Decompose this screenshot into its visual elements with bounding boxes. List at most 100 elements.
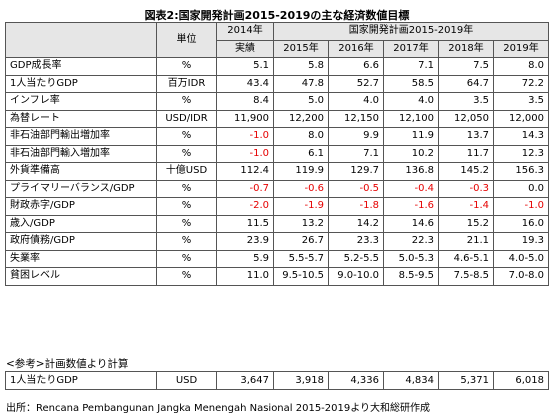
row-unit: % — [156, 249, 217, 268]
value-cell: 119.9 — [273, 162, 329, 181]
value-cell: 11.5 — [216, 214, 274, 233]
value-cell: 3,918 — [273, 371, 329, 390]
row-label: インフレ率 — [5, 92, 157, 111]
value-cell: 43.4 — [216, 74, 274, 93]
value-cell: 12.3 — [493, 144, 549, 163]
value-cell: -0.7 — [216, 179, 274, 198]
table-row: 歳入/GDP% 11.5 13.2 14.2 14.6 15.2 16.0 — [5, 214, 549, 233]
year-header: 2017年 — [383, 39, 439, 58]
value-cell: 4,834 — [383, 371, 439, 390]
value-cell: 4.0 — [328, 92, 384, 111]
value-cell: -1.6 — [383, 197, 439, 216]
value-cell: 9.5-10.5 — [273, 267, 329, 286]
table-row: 貧困レベル% 11.0 9.5-10.5 9.0-10.0 8.5-9.5 7.5-8.5… — [5, 267, 549, 286]
table-row: 非石油部門輸出増加率% -1.0 8.0 9.9 11.9 13.7 14.3 — [5, 127, 549, 146]
value-cell: -1.0 — [493, 197, 549, 216]
value-cell: -1.8 — [328, 197, 384, 216]
value-cell: 52.7 — [328, 74, 384, 93]
value-cell: 5.5-5.7 — [273, 249, 329, 268]
value-cell: 23.3 — [328, 232, 384, 251]
value-cell: 12,150 — [328, 109, 384, 128]
row-unit: % — [156, 92, 217, 111]
value-cell: 13.2 — [273, 214, 329, 233]
value-cell: 15.2 — [438, 214, 494, 233]
value-cell: 0.0 — [493, 179, 549, 198]
value-cell: 6,018 — [493, 371, 549, 390]
year-header: 2018年 — [438, 39, 494, 58]
value-cell: 3,647 — [216, 371, 274, 390]
row-unit: % — [156, 179, 217, 198]
value-cell: 11.7 — [438, 144, 494, 163]
year-header: 2019年 — [493, 39, 549, 58]
value-cell: -1.0 — [216, 144, 274, 163]
source-note: 出所：Rencana Pembangunan Jangka Menengah N… — [6, 403, 431, 414]
row-label: 非石油部門輸出増加率 — [5, 127, 157, 146]
value-cell: 16.0 — [493, 214, 549, 233]
value-cell: 7.5-8.5 — [438, 267, 494, 286]
row-unit: % — [156, 57, 217, 76]
row-unit: % — [156, 127, 217, 146]
value-cell: 3.5 — [493, 92, 549, 111]
value-cell: 5.2-5.5 — [328, 249, 384, 268]
value-cell: 64.7 — [438, 74, 494, 93]
value-cell: 12,000 — [493, 109, 549, 128]
row-label: 歳入/GDP — [5, 214, 157, 233]
value-cell: 9.0-10.0 — [328, 267, 384, 286]
value-cell: 6.1 — [273, 144, 329, 163]
value-cell: 136.8 — [383, 162, 439, 181]
row-unit: % — [156, 144, 217, 163]
row-unit: 十億USD — [156, 162, 217, 181]
value-cell: 145.2 — [438, 162, 494, 181]
reference-row: 1人当たりGDP USD 3,647 3,918 4,336 4,834 5,3… — [5, 371, 549, 390]
value-cell: -1.0 — [216, 127, 274, 146]
value-cell: 4.0 — [383, 92, 439, 111]
value-cell: 12,050 — [438, 109, 494, 128]
row-label: プライマリーバランス/GDP — [5, 179, 157, 198]
table-row: 1人当たりGDP 百万IDR 43.4 47.8 52.7 58.5 64.7 72.2 — [5, 74, 549, 93]
value-cell: 8.0 — [493, 57, 549, 76]
value-cell: 23.9 — [216, 232, 274, 251]
row-unit: 百万IDR — [156, 74, 217, 93]
row-label: 1人当たりGDP — [5, 74, 157, 93]
value-cell: 12,100 — [383, 109, 439, 128]
row-label: 外貨準備高 — [5, 162, 157, 181]
reference-table: 1人当たりGDP USD 3,647 3,918 4,336 4,834 5,3… — [5, 371, 549, 390]
economic-targets-table: 単位 2014年 国家開発計画2015-2019年 実績 2015年 2016年 2017年… — [5, 22, 549, 286]
table-row: 非石油部門輸入増加率% -1.0 6.1 7.1 10.2 11.7 12.3 — [5, 144, 549, 163]
value-cell: 19.3 — [493, 232, 549, 251]
plan-header: 国家開発計画2015-2019年 — [273, 22, 549, 41]
value-cell: -0.5 — [328, 179, 384, 198]
table-row: 失業率% 5.9 5.5-5.7 5.2-5.5 5.0-5.3 4.6-5.1 4.0-5… — [5, 249, 549, 268]
value-cell: 26.7 — [273, 232, 329, 251]
value-cell: -2.0 — [216, 197, 274, 216]
value-cell: 58.5 — [383, 74, 439, 93]
value-cell: 4.6-5.1 — [438, 249, 494, 268]
value-cell: 11,900 — [216, 109, 274, 128]
table-row: プライマリーバランス/GDP% -0.7 -0.6 -0.5 -0.4 -0.3 0.0 — [5, 179, 549, 198]
row-unit: % — [156, 197, 217, 216]
value-cell: 6.6 — [328, 57, 384, 76]
table-row: 外貨準備高 十億USD 112.4 119.9 129.7 136.8 145.2 156.3 — [5, 162, 549, 181]
reference-title: <参考>計画数値より計算 — [6, 358, 129, 370]
value-cell: 5.1 — [216, 57, 274, 76]
value-cell: 11.0 — [216, 267, 274, 286]
value-cell: -1.9 — [273, 197, 329, 216]
value-cell: -0.6 — [273, 179, 329, 198]
row-label: 失業率 — [5, 249, 157, 268]
value-cell: 129.7 — [328, 162, 384, 181]
row-unit: % — [156, 232, 217, 251]
table-row: GDP成長率% 5.1 5.8 6.6 7.1 7.5 8.0 — [5, 57, 549, 76]
value-cell: 156.3 — [493, 162, 549, 181]
row-label: 財政赤字/GDP — [5, 197, 157, 216]
value-cell: 4.0-5.0 — [493, 249, 549, 268]
year-header: 2016年 — [328, 39, 384, 58]
value-cell: 7.0-8.0 — [493, 267, 549, 286]
table-row: インフレ率% 8.4 5.0 4.0 4.0 3.5 3.5 — [5, 92, 549, 111]
value-cell: 7.1 — [328, 144, 384, 163]
value-cell: 5.0-5.3 — [383, 249, 439, 268]
table-title: 図表2:国家開発計画2015-2019の主な経済数値目標 — [144, 9, 410, 22]
value-cell: 9.9 — [328, 127, 384, 146]
value-cell: 13.7 — [438, 127, 494, 146]
value-cell: 5,371 — [438, 371, 494, 390]
value-cell: 5.8 — [273, 57, 329, 76]
